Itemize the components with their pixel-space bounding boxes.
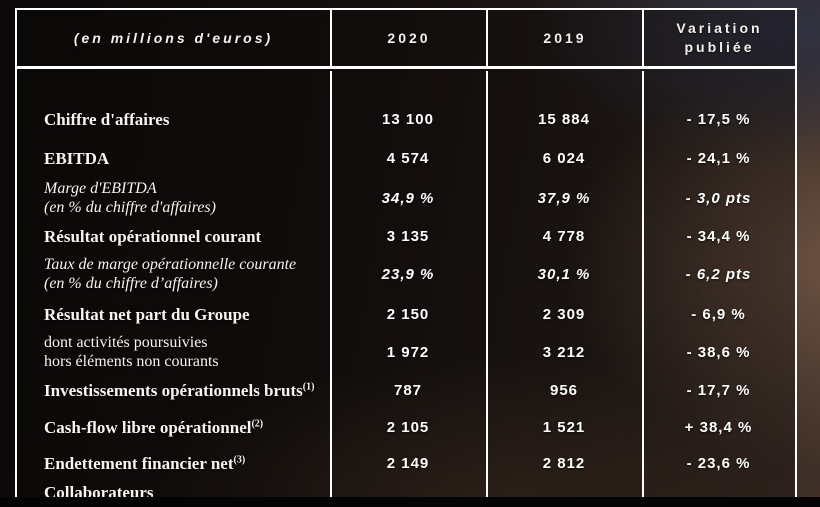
cell-variation: - 23,6 %	[686, 454, 751, 472]
row-label-text: dont activités poursuivies	[44, 334, 208, 351]
table-row: Marge d'EBITDA (en % du chiffre d'affair…	[17, 177, 795, 219]
row-label: Cash-flow libre opérationnel(2)	[17, 409, 330, 445]
row-label-text: Chiffre d'affaires	[44, 109, 170, 129]
header-variation: Variation publiée	[642, 10, 795, 66]
table-row: EBITDA 4 574 6 024 - 24,1 %	[17, 139, 795, 177]
row-label-main: Endettement financier net	[44, 453, 234, 473]
footnote-marker: (2)	[251, 417, 264, 429]
cell-variation: - 17,7 %	[686, 381, 751, 399]
table-row: Collaborateurs	[17, 481, 795, 498]
cell-2020: 1 972	[386, 343, 430, 361]
row-label-text: Endettement financier net(3)	[44, 454, 330, 473]
row-label-main: Cash-flow libre opérationnel	[44, 417, 252, 437]
table-row: Investissements opérationnels bruts(1) 7…	[17, 371, 795, 409]
cell-2020: 2 105	[386, 418, 430, 436]
cell-2019: 956	[549, 381, 579, 399]
cell-2019: 6 024	[542, 149, 586, 167]
header-2019: 2019	[486, 10, 642, 66]
cell-variation	[642, 481, 795, 497]
cell-2019: 2 812	[542, 454, 586, 472]
table-body: Chiffre d'affaires 13 100 15 884 - 17,5 …	[17, 69, 795, 498]
cell-2019: 37,9 %	[537, 189, 591, 207]
table-row: Chiffre d'affaires 13 100 15 884 - 17,5 …	[17, 99, 795, 139]
row-label: Chiffre d'affaires	[17, 99, 330, 139]
cell-variation: - 34,4 %	[686, 227, 751, 245]
cell-2020: 4 574	[386, 149, 430, 167]
row-label-text: Investissements opérationnels bruts(1)	[44, 381, 330, 400]
row-label: Investissements opérationnels bruts(1)	[17, 371, 330, 409]
row-label-line2: (en % du chiffre d'affaires)	[44, 199, 216, 216]
footnote-marker: (3)	[233, 453, 246, 465]
row-label-text: Résultat opérationnel courant	[44, 226, 262, 246]
row-label: dont activités poursuivies hors éléments…	[17, 333, 330, 371]
row-label-text: Collaborateurs	[44, 482, 154, 498]
column-divider	[486, 71, 488, 497]
bottom-black-bar	[0, 497, 820, 507]
row-label-text: Résultat net part du Groupe	[44, 304, 250, 324]
row-label-text: Taux de marge opérationnelle courante	[44, 256, 297, 273]
header-units: (en millions d'euros)	[73, 29, 274, 46]
cell-2020: 34,9 %	[381, 189, 435, 207]
row-label: Marge d'EBITDA (en % du chiffre d'affair…	[17, 177, 330, 219]
cell-2020: 3 135	[386, 227, 430, 245]
row-label: Résultat opérationnel courant	[17, 219, 330, 253]
row-label: Résultat net part du Groupe	[17, 295, 330, 333]
row-label-text: Marge d'EBITDA	[44, 180, 157, 197]
cell-2020	[330, 481, 486, 497]
cell-2020: 13 100	[382, 110, 434, 128]
cell-variation: - 6,2 pts	[685, 265, 752, 283]
row-label: Taux de marge opérationnelle courante (e…	[17, 253, 330, 295]
cell-2019: 2 309	[542, 305, 586, 323]
table-row: Résultat net part du Groupe 2 150 2 309 …	[17, 295, 795, 333]
table-row: Endettement financier net(3) 2 149 2 812…	[17, 445, 795, 481]
cell-2020: 23,9 %	[381, 265, 435, 283]
cell-2019: 3 212	[542, 343, 586, 361]
table-header-row: (en millions d'euros) 2020 2019 Variatio…	[17, 10, 795, 69]
financial-results-table: (en millions d'euros) 2020 2019 Variatio…	[15, 8, 797, 497]
row-label-line2: hors éléments non courants	[44, 353, 219, 370]
row-label-text: EBITDA	[44, 148, 110, 168]
footnote-marker: (1)	[302, 380, 315, 392]
cell-2020: 787	[393, 381, 423, 399]
row-label-main: Investissements opérationnels bruts	[44, 380, 303, 400]
header-2020: 2020	[330, 10, 486, 66]
header-variation-line1: Variation	[676, 20, 763, 36]
column-divider	[642, 71, 644, 497]
cell-2019: 15 884	[538, 110, 590, 128]
cell-variation: + 38,4 %	[684, 418, 753, 436]
column-divider	[330, 71, 332, 497]
row-label: Endettement financier net(3)	[17, 445, 330, 481]
row-label: EBITDA	[17, 139, 330, 177]
cell-2020: 2 149	[386, 454, 430, 472]
cell-2020: 2 150	[386, 305, 430, 323]
table-row: Cash-flow libre opérationnel(2) 2 105 1 …	[17, 409, 795, 445]
cell-2019: 1 521	[542, 418, 586, 436]
row-label: Collaborateurs	[17, 481, 330, 498]
table-row: dont activités poursuivies hors éléments…	[17, 333, 795, 371]
table-row: Taux de marge opérationnelle courante (e…	[17, 253, 795, 295]
row-label-line2: (en % du chiffre d’affaires)	[44, 275, 218, 292]
cell-2019: 4 778	[542, 227, 586, 245]
cell-variation: - 17,5 %	[686, 110, 751, 128]
cell-variation: - 38,6 %	[686, 343, 751, 361]
cell-variation: - 24,1 %	[686, 149, 751, 167]
row-label-text: Cash-flow libre opérationnel(2)	[44, 418, 330, 437]
cell-variation: - 3,0 pts	[685, 189, 752, 207]
cell-2019	[486, 481, 642, 497]
cell-2019: 30,1 %	[537, 265, 591, 283]
cell-variation: - 6,9 %	[691, 305, 746, 323]
table-row: Résultat opérationnel courant 3 135 4 77…	[17, 219, 795, 253]
header-variation-line2: publiée	[684, 39, 755, 55]
